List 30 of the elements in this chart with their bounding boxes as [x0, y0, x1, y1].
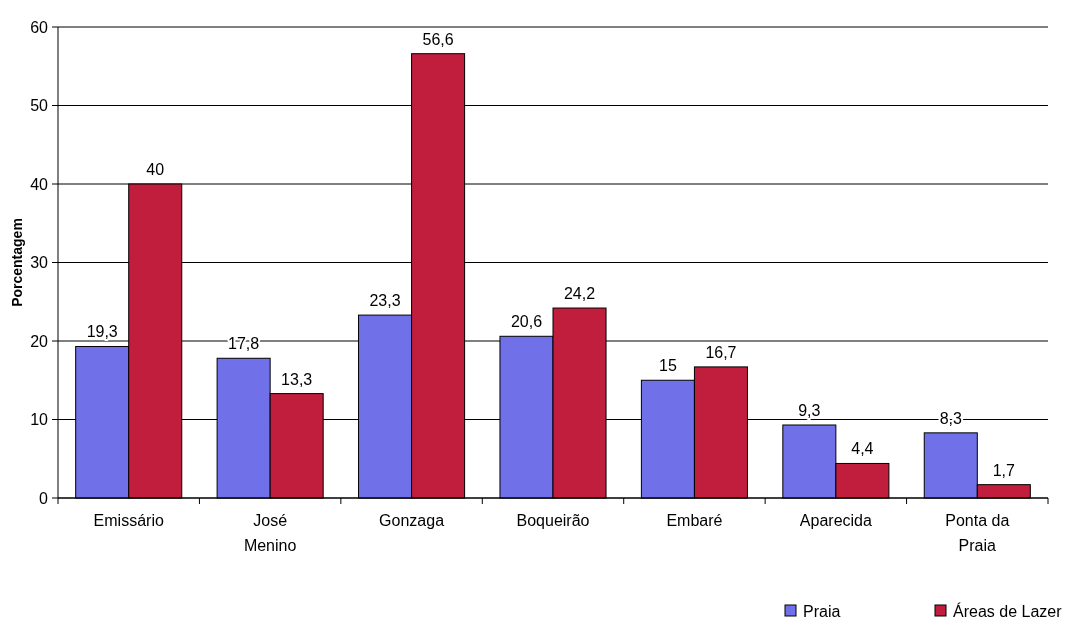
y-tick-label: 40: [30, 175, 49, 193]
y-tick-label: 30: [30, 254, 49, 272]
data-label: 56,6: [422, 30, 454, 48]
data-label: 24,2: [563, 285, 596, 303]
y-tick-label: 60: [30, 18, 49, 36]
x-tick-label: Gonzaga: [379, 512, 445, 529]
data-label: 13,3: [281, 370, 313, 388]
y-axis-title: Porcentagem: [9, 218, 25, 307]
legend-label: Áreas de Lazer: [953, 601, 1063, 620]
x-tick-label: Embaré: [666, 512, 723, 529]
y-tick-label: 10: [30, 411, 49, 429]
data-label: 16,7: [705, 343, 737, 361]
data-label: 17,8: [228, 335, 260, 353]
y-tick-label: 0: [39, 489, 49, 507]
data-label: 4,4: [851, 440, 874, 458]
y-tick-label: 50: [30, 97, 49, 115]
x-tick-label: Emissário: [93, 512, 164, 529]
data-label: 1,7: [992, 461, 1016, 479]
data-label: 19,3: [86, 323, 118, 341]
x-tick-label: José Menino: [243, 512, 297, 554]
x-tick-label: Boqueirão: [516, 512, 590, 529]
data-label: 20,6: [510, 313, 543, 331]
data-label: 23,3: [369, 292, 401, 310]
data-label: 15: [659, 357, 677, 375]
data-label: 40: [146, 161, 165, 178]
x-tick-label: Ponta da Praia: [945, 512, 1010, 554]
legend-label: Praia: [803, 602, 841, 620]
data-label: 9,3: [798, 401, 821, 419]
x-tick-label: Aparecida: [799, 512, 872, 529]
y-tick-label: 20: [30, 332, 49, 350]
